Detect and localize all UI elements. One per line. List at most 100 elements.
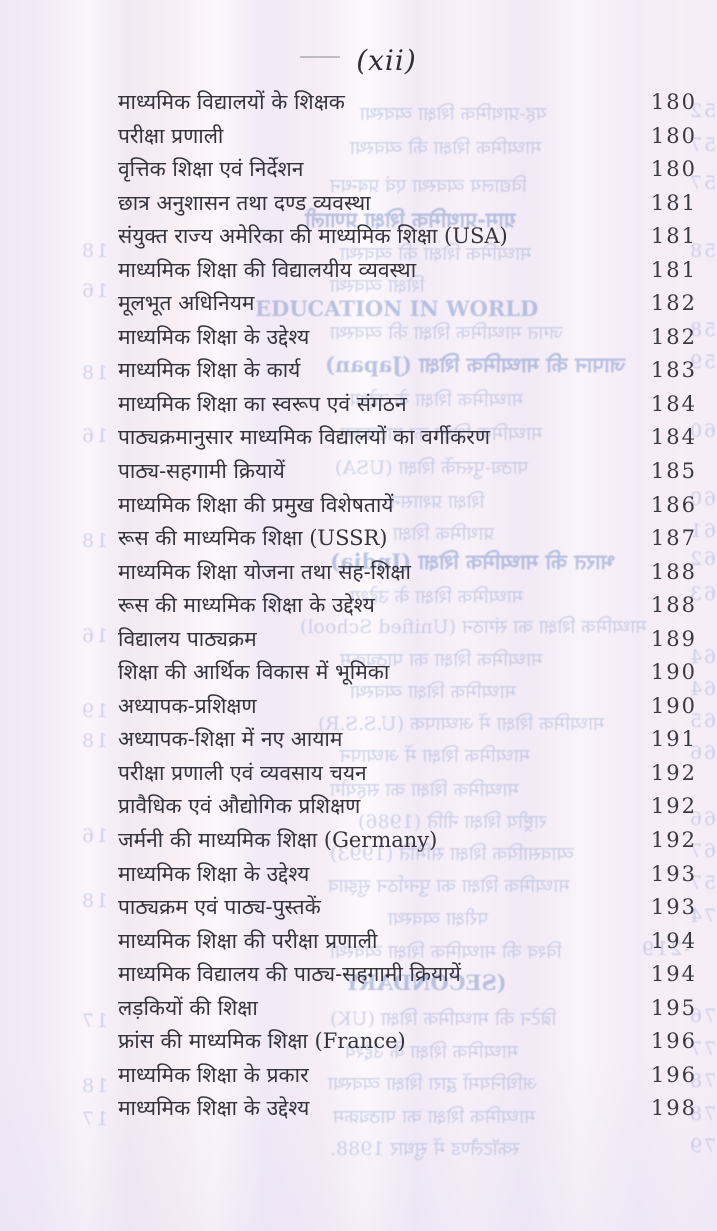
toc-entry-page-number: 182	[650, 324, 697, 349]
toc-entry-page-number: 181	[650, 257, 697, 282]
toc-entry-title: माध्यमिक शिक्षा योजना तथा सह-शिक्षा	[118, 559, 411, 584]
toc-row: रूस की माध्यमिक शिक्षा के उद्देश्य 188	[118, 589, 697, 623]
toc-entry-title: माध्यमिक शिक्षा की विद्यालयीय व्यवस्था	[118, 257, 417, 282]
toc-entry-page-number: 180	[650, 90, 697, 114]
toc-entry-page-number: 196	[650, 1062, 697, 1087]
toc-entry-page-number: 193	[650, 895, 697, 920]
toc-row: अध्यापक-शिक्षा में नए आयाम 191	[118, 723, 697, 757]
toc-row: माध्यमिक शिक्षा की विद्यालयीय व्यवस्था 18…	[118, 254, 697, 288]
toc-entry-page-number: 182	[650, 291, 697, 316]
toc-row: परीक्षा प्रणाली 180	[118, 120, 697, 154]
toc-entry-page-number: 192	[650, 794, 697, 819]
toc-row: जर्मनी की माध्यमिक शिक्षा (Germany) 192	[118, 824, 697, 858]
ghost-page-number-left: 18	[80, 362, 109, 384]
toc-entry-title: अध्यापक-प्रशिक्षण	[118, 693, 257, 718]
toc-row: पाठ्यक्रमानुसार माध्यमिक विद्यालयों का व…	[118, 421, 697, 455]
ghost-page-number-left: 17	[80, 1108, 109, 1130]
toc-entry-title: पाठ्य-सहगामी क्रियायें	[118, 459, 285, 484]
ghost-page-number-left: 16	[80, 280, 109, 302]
ghost-text-line: स्कॉटलैण्ड में सुधार 1988.	[330, 1138, 520, 1160]
ghost-page-number-left: 18	[80, 890, 109, 912]
toc-entry-page-number: 190	[650, 660, 697, 685]
toc-entry-title: छात्र अनुशासन तथा दण्ड व्यवस्था	[118, 190, 371, 215]
toc-entry-page-number: 183	[650, 358, 697, 383]
toc-entry-page-number: 189	[650, 626, 697, 651]
page-header: (xii)	[0, 44, 717, 77]
toc-row: माध्यमिक विद्यालयों के शिक्षक 180	[118, 86, 697, 120]
ghost-page-number-left: 19	[80, 700, 109, 722]
toc-entry-page-number: 180	[650, 123, 697, 148]
toc-row: माध्यमिक शिक्षा के उद्देश्य 193	[118, 858, 697, 892]
toc-entry-title: प्रावैधिक एवं औद्योगिक प्रशिक्षण	[118, 794, 361, 819]
toc-entry-page-number: 188	[650, 559, 697, 584]
toc-row: पाठ्य-सहगामी क्रियायें 185	[118, 455, 697, 489]
toc-row: छात्र अनुशासन तथा दण्ड व्यवस्था 181	[118, 187, 697, 221]
toc-entry-page-number: 190	[650, 693, 697, 718]
toc-row: माध्यमिक विद्यालय की पाठ्य-सहगामी क्रिया…	[118, 958, 697, 992]
toc-row: परीक्षा प्रणाली एवं व्यवसाय चयन 192	[118, 757, 697, 791]
toc-entry-title: लड़कियों की शिक्षा	[118, 995, 258, 1020]
ghost-page-number-left: 18	[80, 240, 109, 262]
toc-entry-page-number: 184	[650, 425, 697, 450]
toc-row: पाठ्यक्रम एवं पाठ्य-पुस्तकें 193	[118, 891, 697, 925]
toc-entry-title: संयुक्त राज्य अमेरिका की माध्यमिक शिक्षा…	[118, 224, 508, 249]
toc-entry-page-number: 193	[650, 861, 697, 886]
ghost-page-number-left: 18	[80, 730, 109, 752]
toc-entry-title: माध्यमिक शिक्षा के उद्देश्य	[118, 324, 310, 349]
toc-entry-page-number: 195	[650, 995, 697, 1020]
page-roman-numeral: (xii)	[356, 44, 417, 77]
toc-entry-title: माध्यमिक शिक्षा के कार्य	[118, 358, 301, 383]
toc-entry-page-number: 194	[650, 928, 697, 953]
toc-entry-page-number: 184	[650, 391, 697, 416]
toc-entry-title: शिक्षा की आर्थिक विकास में भूमिका	[118, 660, 390, 685]
toc-entry-title: माध्यमिक विद्यालयों के शिक्षक	[118, 90, 345, 114]
ghost-text-line: EDUCATION IN WORLD	[255, 296, 539, 321]
toc-row: माध्यमिक शिक्षा के प्रकार 196	[118, 1059, 697, 1093]
toc-entry-page-number: 185	[650, 459, 697, 484]
toc-entry-title: माध्यमिक शिक्षा का स्वरूप एवं संगठन	[118, 391, 407, 416]
toc-entry-page-number: 192	[650, 828, 697, 853]
toc-row: संयुक्त राज्य अमेरिका की माध्यमिक शिक्षा…	[118, 220, 697, 254]
toc-row: मूलभूत अधिनियम 182	[118, 287, 697, 321]
toc-row: माध्यमिक शिक्षा के कार्य 183	[118, 354, 697, 388]
ghost-page-number-left: 17	[80, 1010, 109, 1032]
toc-entry-page-number: 196	[650, 1029, 697, 1054]
toc-entry-title: मूलभूत अधिनियम	[118, 291, 255, 316]
toc-entry-page-number: 188	[650, 593, 697, 618]
toc-entry-page-number: 194	[650, 962, 697, 987]
toc-entry-title: माध्यमिक विद्यालय की पाठ्य-सहगामी क्रिया…	[118, 962, 461, 987]
toc-row: अध्यापक-प्रशिक्षण 190	[118, 690, 697, 724]
ghost-page-number-left: 16	[80, 425, 109, 447]
toc-entry-title: रूस की माध्यमिक शिक्षा (USSR)	[118, 526, 388, 551]
toc-entry-title: माध्यमिक शिक्षा के उद्देश्य	[118, 861, 310, 886]
ghost-page-number-left: 16	[80, 625, 109, 647]
toc-entry-title: पाठ्यक्रमानुसार माध्यमिक विद्यालयों का व…	[118, 425, 491, 450]
ghost-page-number-left: 16	[80, 825, 109, 847]
toc-row: माध्यमिक शिक्षा का स्वरूप एवं संगठन 184	[118, 388, 697, 422]
toc-entry-title: परीक्षा प्रणाली	[118, 123, 224, 148]
toc-entry-title: अध्यापक-शिक्षा में नए आयाम	[118, 727, 343, 752]
toc-entry-title: पाठ्यक्रम एवं पाठ्य-पुस्तकें	[118, 895, 321, 920]
toc-entry-title: माध्यमिक शिक्षा की परीक्षा प्रणाली	[118, 928, 378, 953]
toc-entry-page-number: 181	[650, 190, 697, 215]
header-dash-line	[300, 56, 341, 58]
toc-row: माध्यमिक शिक्षा योजना तथा सह-शिक्षा 188	[118, 556, 697, 590]
toc-entry-title: रूस की माध्यमिक शिक्षा के उद्देश्य	[118, 593, 375, 618]
toc-entry-page-number: 180	[650, 157, 697, 182]
ghost-page-number-right: 179	[688, 1135, 717, 1157]
toc-list: माध्यमिक विद्यालयों के शिक्षक 180 परीक्षा …	[118, 86, 697, 1126]
toc-row: प्रावैधिक एवं औद्योगिक प्रशिक्षण 192	[118, 790, 697, 824]
toc-row: वृत्तिक शिक्षा एवं निर्देशन 180	[118, 153, 697, 187]
toc-entry-page-number: 186	[650, 492, 697, 517]
ghost-page-number-left: 18	[80, 1075, 109, 1097]
toc-entry-title: विद्यालय पाठ्यक्रम	[118, 626, 257, 651]
toc-entry-page-number: 198	[650, 1096, 697, 1121]
toc-row: माध्यमिक शिक्षा की परीक्षा प्रणाली 194	[118, 925, 697, 959]
toc-row: माध्यमिक शिक्षा की प्रमुख विशेषतायें 186	[118, 489, 697, 523]
toc-row: विद्यालय पाठ्यक्रम 189	[118, 623, 697, 657]
toc-entry-title: माध्यमिक शिक्षा के प्रकार	[118, 1062, 309, 1087]
toc-row: फ्रांस की माध्यमिक शिक्षा (France) 196	[118, 1025, 697, 1059]
toc-entry-title: माध्यमिक शिक्षा की प्रमुख विशेषतायें	[118, 492, 394, 517]
toc-entry-title: परीक्षा प्रणाली एवं व्यवसाय चयन	[118, 760, 367, 785]
